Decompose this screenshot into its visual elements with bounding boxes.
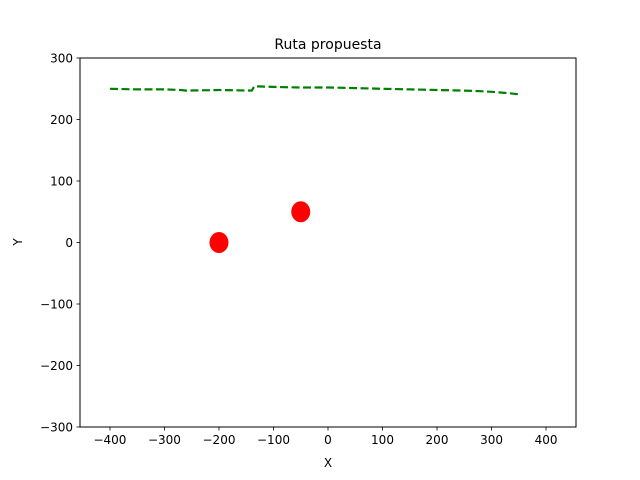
y-tick-label: −100 <box>40 298 73 312</box>
x-tick-label: −100 <box>257 433 290 447</box>
x-tick-label: −300 <box>148 433 181 447</box>
x-tick-label: −200 <box>203 433 236 447</box>
x-tick-label: 0 <box>324 433 332 447</box>
chart-title: Ruta propuesta <box>274 37 381 53</box>
y-tick-label: 0 <box>65 236 73 250</box>
x-axis-label: X <box>324 456 332 470</box>
x-tick-label: −400 <box>93 433 126 447</box>
x-axis-ticks: −400 −300 −200 −100 0 100 200 300 400 <box>93 427 557 447</box>
y-axis-ticks: −300 −200 −100 0 100 200 300 <box>40 52 80 435</box>
points-layer <box>209 201 311 253</box>
point-marker-0 <box>209 232 229 253</box>
y-axis-label: Y <box>11 238 25 247</box>
series-layer <box>109 85 519 96</box>
series-line-0 <box>109 85 519 96</box>
x-tick-label: 100 <box>371 433 394 447</box>
y-tick-label: −200 <box>40 359 73 373</box>
point-marker-1 <box>291 201 311 223</box>
x-tick-label: 400 <box>535 433 558 447</box>
y-tick-label: 200 <box>50 113 73 127</box>
y-tick-label: 100 <box>50 175 73 189</box>
y-tick-label: 300 <box>50 52 73 66</box>
x-tick-label: 300 <box>480 433 503 447</box>
y-tick-label: −300 <box>40 421 73 435</box>
plot-area <box>80 58 576 427</box>
x-tick-label: 200 <box>426 433 449 447</box>
